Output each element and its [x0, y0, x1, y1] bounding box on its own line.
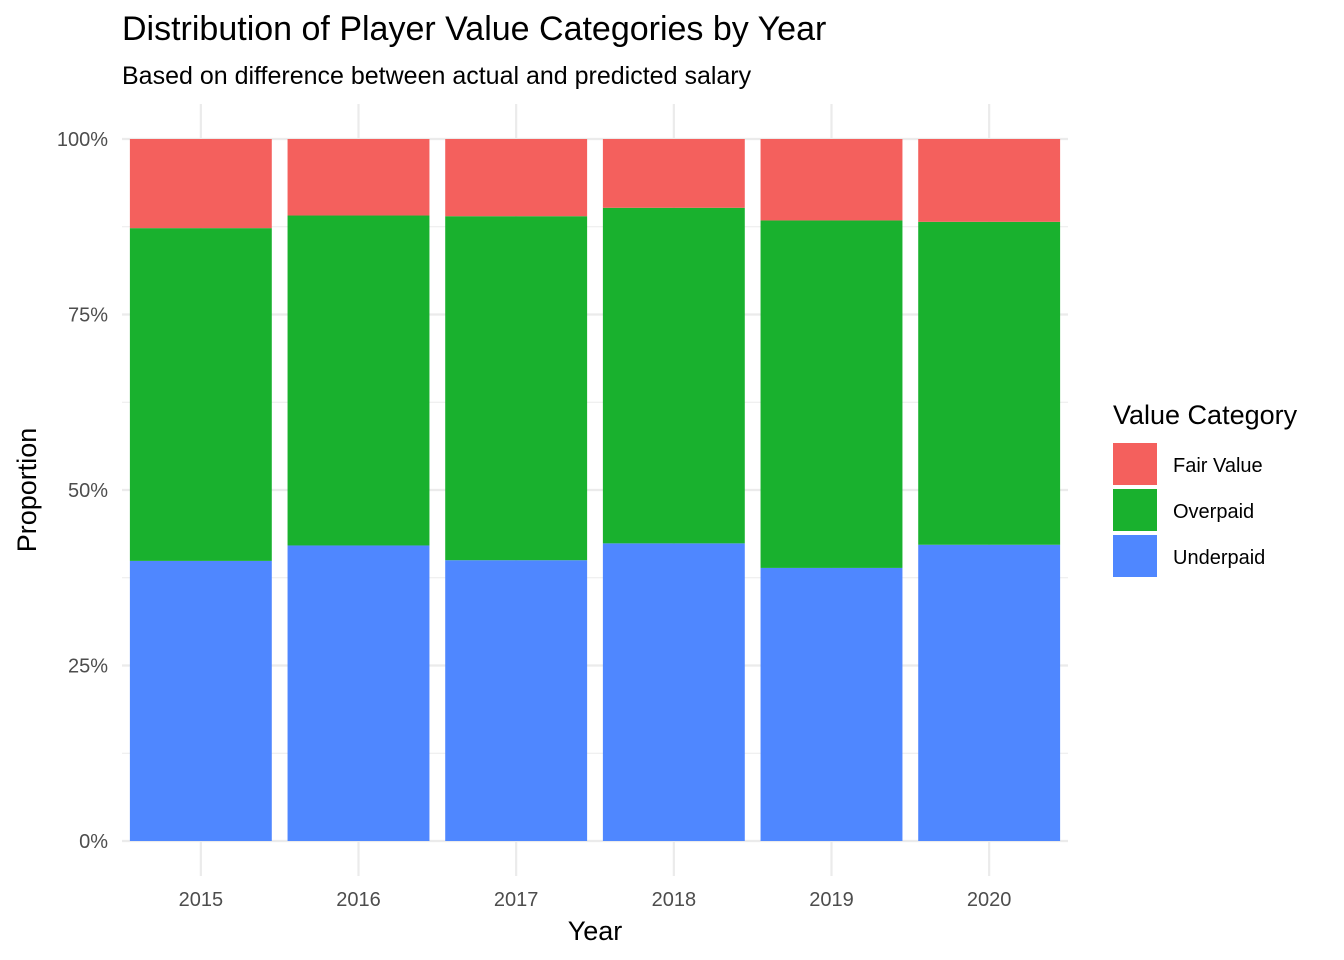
y-tick-label: 50% — [68, 480, 108, 502]
legend-label: Overpaid — [1173, 501, 1254, 523]
bar-overpaid-2017 — [445, 216, 588, 561]
legend-swatch-underpaid — [1113, 535, 1157, 577]
bar-fair-value-2019 — [760, 139, 903, 221]
y-tick-label: 0% — [79, 831, 108, 853]
x-tick-label: 2020 — [967, 889, 1012, 911]
x-tick-label: 2018 — [652, 889, 697, 911]
x-tick-label: 2017 — [494, 889, 539, 911]
legend-swatch-overpaid — [1113, 489, 1157, 531]
y-tick-label: 75% — [68, 305, 108, 327]
bar-fair-value-2018 — [602, 139, 745, 208]
bar-overpaid-2018 — [602, 207, 745, 544]
y-tick-label: 25% — [68, 656, 108, 678]
y-axis-ticks: 0% 25% 50% 75% 100% — [57, 129, 108, 853]
bar-underpaid-2018 — [602, 543, 745, 841]
bar-fair-value-2016 — [287, 139, 430, 216]
bars — [129, 139, 1061, 841]
y-axis-title: Proportion — [12, 428, 42, 553]
bar-overpaid-2019 — [760, 220, 903, 568]
legend-label: Underpaid — [1173, 547, 1265, 569]
bar-fair-value-2017 — [445, 139, 588, 217]
bar-overpaid-2020 — [918, 221, 1061, 545]
chart-title: Distribution of Player Value Categories … — [122, 10, 826, 48]
legend: Value Category Fair Value Overpaid Underpa… — [1113, 400, 1298, 577]
bar-overpaid-2016 — [287, 215, 430, 546]
bar-underpaid-2017 — [445, 560, 588, 841]
bar-underpaid-2015 — [129, 560, 272, 841]
bar-fair-value-2020 — [918, 139, 1061, 222]
y-tick-label: 100% — [57, 129, 108, 151]
x-tick-label: 2015 — [179, 889, 224, 911]
bar-fair-value-2015 — [129, 139, 272, 229]
legend-items: Fair Value Overpaid Underpaid — [1113, 443, 1265, 577]
bar-underpaid-2019 — [760, 567, 903, 841]
legend-label: Fair Value — [1173, 455, 1263, 477]
x-tick-label: 2016 — [336, 889, 381, 911]
bar-underpaid-2016 — [287, 545, 430, 841]
x-axis-ticks: 2015 2016 2017 2018 2019 2020 — [179, 889, 1012, 911]
x-tick-label: 2019 — [809, 889, 854, 911]
legend-swatch-fair-value — [1113, 443, 1157, 485]
legend-title: Value Category — [1113, 400, 1298, 430]
bar-underpaid-2020 — [918, 544, 1061, 841]
bar-overpaid-2015 — [129, 228, 272, 561]
x-axis-title: Year — [568, 916, 623, 946]
chart-subtitle: Based on difference between actual and p… — [122, 62, 752, 90]
